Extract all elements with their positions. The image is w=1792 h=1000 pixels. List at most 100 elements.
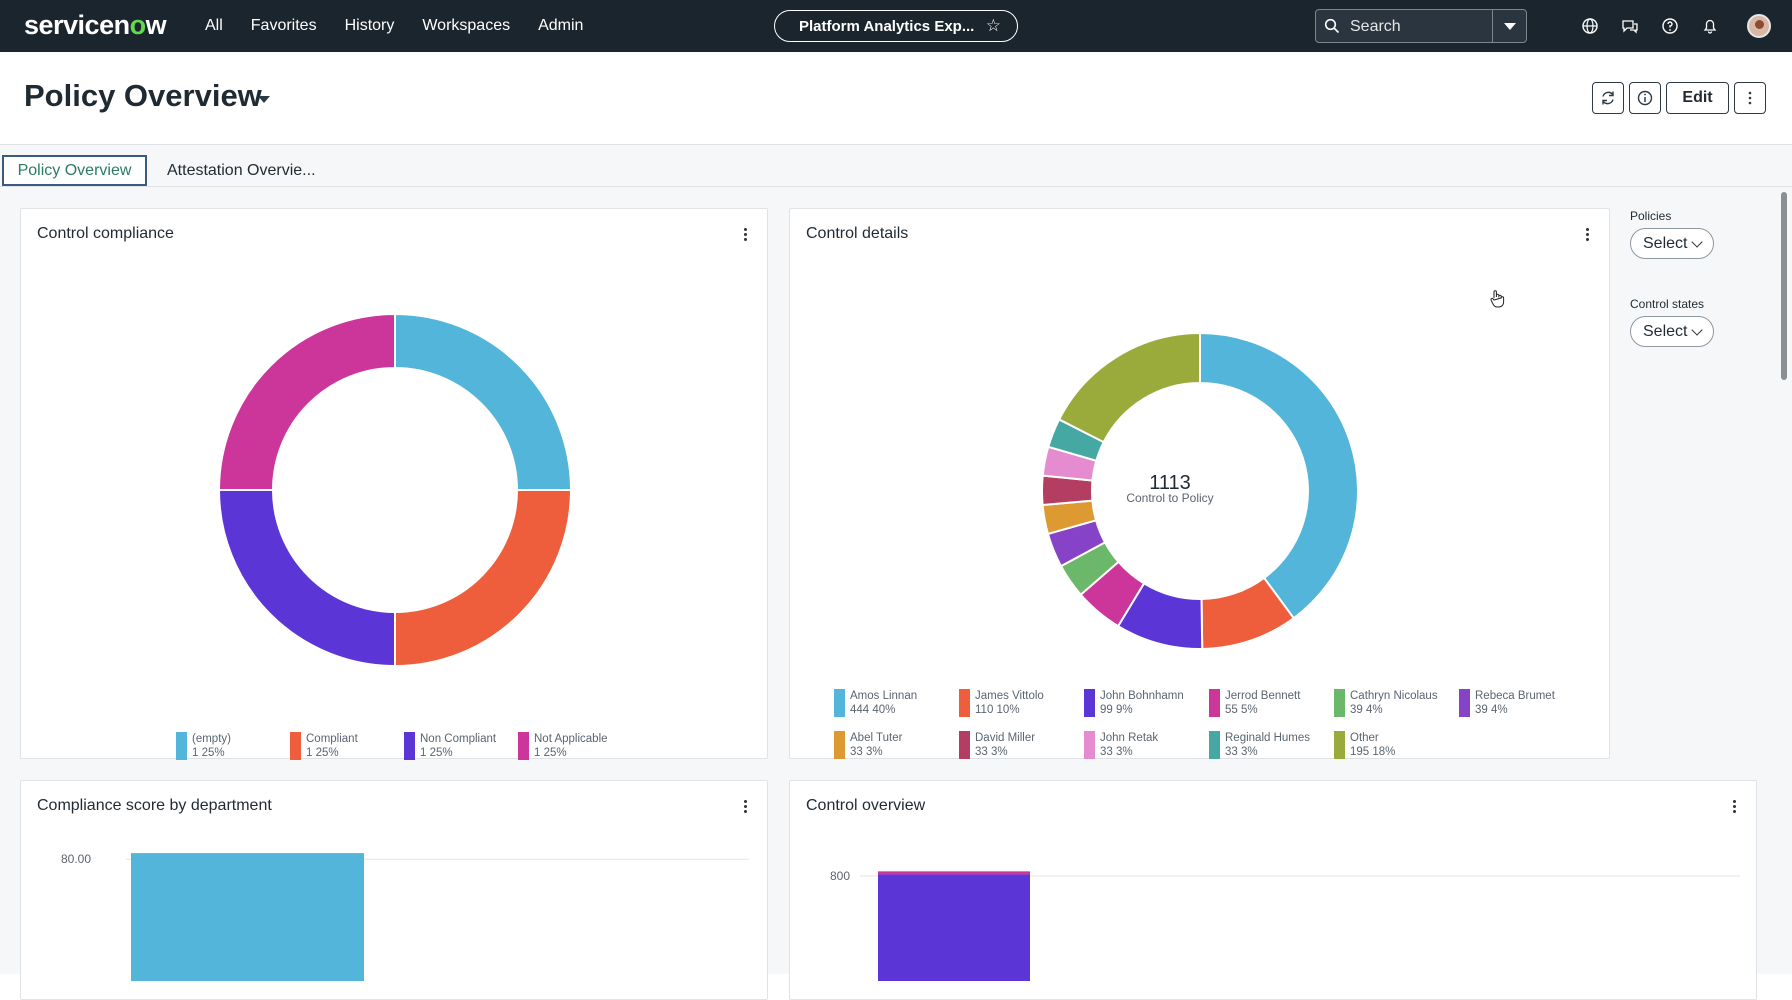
dashboard-tabs: Policy Overview Attestation Overvie...: [0, 145, 1792, 187]
legend-label: David Miller 33 3%: [975, 732, 1036, 758]
legend-label: John Bohnhamn 99 9%: [1100, 690, 1184, 716]
donut-slice[interactable]: [1057, 331, 1201, 444]
donut-slice[interactable]: [394, 489, 573, 668]
control-compliance-card: Control compliance (empty) 1 25% Compliant…: [20, 208, 769, 760]
donut-center-label: Control to Policy: [1126, 491, 1214, 505]
refresh-button[interactable]: [1592, 82, 1624, 114]
search-icon: [1324, 18, 1340, 34]
info-icon: [1637, 90, 1653, 106]
page-scrollbar[interactable]: [1781, 192, 1787, 380]
nav-link-all[interactable]: All: [205, 17, 223, 34]
donut-slice[interactable]: [1199, 331, 1359, 620]
policies-filter-value: Select: [1643, 234, 1688, 252]
legend-swatch: [1209, 731, 1220, 759]
nav-link-favorites[interactable]: Favorites: [250, 17, 317, 34]
app-scope-pill[interactable]: Platform Analytics Exp... ☆: [774, 10, 1018, 42]
more-vertical-icon: [1748, 91, 1752, 105]
card-title: Control overview: [806, 797, 926, 814]
tab-policy-overview[interactable]: Policy Overview: [2, 155, 147, 186]
legend-swatch: [1334, 731, 1345, 759]
legend-label: Jerrod Bennett 55 5%: [1225, 690, 1301, 716]
tab-attestation-overview[interactable]: Attestation Overvie...: [167, 161, 316, 179]
bell-icon[interactable]: [1700, 16, 1720, 36]
legend-label: James Vittolo 110 10%: [975, 690, 1044, 716]
nav-menu: All Favorites History Workspaces Admin: [205, 0, 611, 52]
top-navigation-bar: servicenow All Favorites History Workspa…: [0, 0, 1792, 52]
y-tick-label: 80.00: [61, 852, 91, 866]
legend-label: John Retak 33 3%: [1100, 732, 1159, 758]
info-button[interactable]: [1629, 82, 1661, 114]
legend-label: Non Compliant 1 25%: [420, 733, 497, 759]
control-states-filter-value: Select: [1643, 322, 1688, 340]
app-scope-label: Platform Analytics Exp...: [799, 17, 975, 35]
legend-swatch: [1334, 689, 1345, 717]
control-overview-card: Control overview 800: [789, 780, 1757, 1000]
compliance-score-by-department-card: Compliance score by department 80.00: [20, 780, 768, 1000]
card-menu-icon[interactable]: [1577, 225, 1597, 245]
nav-link-workspaces[interactable]: Workspaces: [422, 17, 511, 34]
dashboard-canvas: Control compliance (empty) 1 25% Compliant…: [0, 187, 1792, 1000]
chevron-down-icon: [1691, 324, 1703, 336]
donut-slice[interactable]: [394, 312, 573, 491]
help-icon[interactable]: [1660, 16, 1680, 36]
legend-label: Amos Linnan 444 40%: [850, 690, 918, 716]
stacked-bar-segment[interactable]: [878, 871, 1030, 872]
bar[interactable]: [131, 853, 364, 981]
legend-label: (empty) 1 25%: [192, 733, 231, 759]
legend-swatch: [834, 731, 845, 759]
control-details-donut[interactable]: [790, 209, 1611, 760]
user-avatar[interactable]: [1747, 14, 1771, 38]
card-menu-icon[interactable]: [735, 225, 755, 245]
chevron-down-icon: [1691, 236, 1703, 248]
legend-swatch: [959, 689, 970, 717]
legend-label: Compliant 1 25%: [306, 733, 358, 759]
card-title: Control compliance: [37, 225, 174, 242]
globe-icon[interactable]: [1580, 16, 1600, 36]
donut-slice[interactable]: [217, 489, 396, 668]
legend-swatch: [404, 732, 415, 760]
stacked-bar-segment[interactable]: [878, 874, 1030, 981]
card-title: Compliance score by department: [37, 797, 272, 814]
star-icon[interactable]: ☆: [985, 16, 1001, 35]
y-tick-label: 800: [830, 869, 850, 883]
legend-label: Abel Tuter 33 3%: [850, 732, 903, 758]
legend-swatch: [834, 689, 845, 717]
title-dropdown-caret-icon[interactable]: [258, 96, 270, 103]
dashboard-header: Policy Overview Edit: [0, 52, 1792, 145]
donut-center-value: 1113: [1149, 472, 1191, 494]
control-overview-bar-chart: 800: [830, 869, 1740, 981]
policies-filter-label: Policies: [1630, 209, 1672, 223]
servicenow-logo[interactable]: servicenow: [24, 10, 167, 40]
legend-swatch: [290, 732, 301, 760]
legend-swatch: [1209, 689, 1220, 717]
more-options-button[interactable]: [1734, 82, 1766, 114]
legend-swatch: [1084, 689, 1095, 717]
card-title: Control details: [806, 225, 909, 242]
global-search[interactable]: Search: [1315, 9, 1527, 43]
legend-swatch: [959, 731, 970, 759]
legend-label: Cathryn Nicolaus 39 4%: [1350, 690, 1438, 716]
department-bar-chart: 80.00: [61, 852, 749, 981]
legend-swatch: [1084, 731, 1095, 759]
donut-slice[interactable]: [217, 312, 396, 491]
search-input[interactable]: Search: [1350, 18, 1401, 35]
legend-swatch: [176, 732, 187, 760]
search-scope-dropdown[interactable]: [1492, 10, 1526, 42]
page-title: Policy Overview: [24, 78, 262, 113]
card-menu-icon[interactable]: [735, 797, 755, 817]
control-states-filter-label: Control states: [1630, 297, 1705, 311]
control-compliance-donut[interactable]: [21, 209, 769, 760]
refresh-icon: [1602, 91, 1614, 105]
legend-label: Rebeca Brumet 39 4%: [1475, 690, 1555, 716]
stacked-bar-segment[interactable]: [878, 871, 1030, 875]
edit-button[interactable]: Edit: [1666, 82, 1729, 114]
nav-link-history[interactable]: History: [344, 17, 395, 34]
legend-label: Other 195 18%: [1350, 732, 1396, 758]
legend-label: Reginald Humes 33 3%: [1225, 732, 1311, 758]
chat-icon[interactable]: [1620, 16, 1640, 36]
card-menu-icon[interactable]: [1724, 797, 1744, 817]
policies-filter-select[interactable]: Select: [1630, 228, 1714, 259]
control-details-card: Control details 1113 Control to Policy A…: [789, 208, 1610, 759]
control-states-filter-select[interactable]: Select: [1630, 316, 1714, 347]
nav-link-admin[interactable]: Admin: [538, 17, 584, 34]
